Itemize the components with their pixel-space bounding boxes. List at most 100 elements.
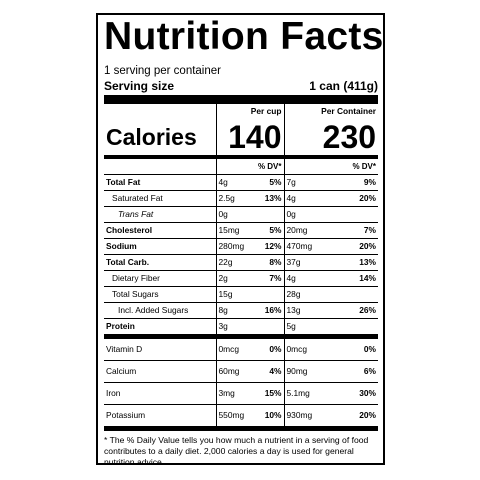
- per-container-amount: 90mg: [283, 360, 324, 383]
- per-cup-dv: [252, 318, 284, 335]
- dv-header-cup: % DV*: [215, 159, 284, 175]
- per-cup-amount: 22g: [215, 254, 252, 271]
- nutrient-name: Sodium: [104, 238, 216, 255]
- nutrient-name: Trans Fat: [104, 206, 216, 223]
- per-container-amount: 5g: [283, 318, 324, 335]
- per-cup-dv: 15%: [252, 382, 284, 405]
- per-cup-dv: 8%: [252, 254, 284, 271]
- per-container-dv: 14%: [324, 270, 378, 287]
- per-container-dv: 26%: [324, 302, 378, 319]
- per-cup-amount: 0mcg: [215, 339, 252, 361]
- vitamin-name: Iron: [104, 382, 216, 405]
- serving-size-label: Serving size: [104, 79, 175, 93]
- medium-divider: [104, 155, 378, 159]
- vitamin-row: Iron 3mg 15% 5.1mg 30%: [104, 382, 378, 405]
- per-container-amount: 37g: [283, 254, 324, 271]
- per-cup-dv: 10%: [252, 404, 284, 427]
- vitamin-row: Calcium 60mg 4% 90mg 6%: [104, 360, 378, 383]
- nutrient-row: Saturated Fat 2.5g 13% 4g 20%: [104, 190, 378, 207]
- per-container-dv: 20%: [324, 238, 378, 255]
- dv-header-row: % DV* % DV*: [104, 159, 378, 175]
- nutrient-row: Cholesterol 15mg 5% 20mg 7%: [104, 222, 378, 239]
- per-container-amount: 470mg: [283, 238, 324, 255]
- nutrition-table: Per cup Per Container Calories 140 230: [104, 104, 379, 155]
- calories-per-cup: 140: [215, 119, 285, 155]
- serving-size-value: 1 can (411g): [309, 79, 378, 93]
- per-container-amount: 0mcg: [283, 339, 324, 361]
- per-container-dv: 6%: [324, 360, 378, 383]
- calories-label: Calories: [106, 123, 197, 150]
- vitamin-name: Potassium: [104, 404, 216, 427]
- per-cup-dv: [252, 206, 284, 223]
- per-container-dv: 20%: [324, 190, 378, 207]
- per-container-amount: 4g: [283, 270, 324, 287]
- per-cup-amount: 60mg: [215, 360, 252, 383]
- nutrient-table: % DV* % DV* Total Fat 4g 5% 7g 9% Saturated F…: [104, 159, 378, 335]
- per-container-header: Per Container: [283, 104, 379, 119]
- calories-row: Calories 140 230: [104, 119, 379, 155]
- per-cup-dv: 12%: [252, 238, 284, 255]
- per-cup-amount: 3mg: [215, 382, 252, 405]
- nutrient-row: Total Carb. 22g 8% 37g 13%: [104, 254, 378, 271]
- per-container-dv: 20%: [324, 404, 378, 427]
- per-cup-amount: 0g: [215, 206, 252, 223]
- nutrition-facts-label: Nutrition Facts 1 serving per container …: [96, 13, 385, 467]
- nutrient-name: Protein: [104, 318, 216, 335]
- per-container-amount: 4g: [283, 190, 324, 207]
- per-container-amount: 13g: [283, 302, 324, 319]
- per-container-dv: 30%: [324, 382, 378, 405]
- per-cup-amount: 550mg: [215, 404, 252, 427]
- nutrient-row: Trans Fat 0g 0g: [104, 206, 378, 223]
- nutrient-row: Sodium 280mg 12% 470mg 20%: [104, 238, 378, 255]
- per-cup-amount: 8g: [215, 302, 252, 319]
- nutrient-name: Dietary Fiber: [104, 270, 216, 287]
- per-cup-amount: 3g: [215, 318, 252, 335]
- protein-divider: [104, 335, 378, 339]
- footnote-divider: [104, 427, 378, 431]
- per-container-amount: 0g: [283, 206, 324, 223]
- per-container-dv: 7%: [324, 222, 378, 239]
- nutrient-name: Total Carb.: [104, 254, 216, 271]
- footnote: * The % Daily Value tells you how much a…: [104, 435, 369, 467]
- per-cup-amount: 280mg: [215, 238, 252, 255]
- dv-header-container: % DV*: [283, 159, 378, 175]
- serving-size-row: Serving size 1 can (411g): [104, 79, 378, 93]
- servings-per-container: 1 serving per container: [104, 65, 221, 77]
- vitamin-table: Vitamin D 0mcg 0% 0mcg 0% Calcium 60mg 4% 90mg 6%…: [104, 339, 378, 427]
- column-header-row: Per cup Per Container: [104, 104, 379, 119]
- per-container-amount: 5.1mg: [283, 382, 324, 405]
- per-container-dv: 9%: [324, 174, 378, 191]
- nutrient-row: Dietary Fiber 2g 7% 4g 14%: [104, 270, 378, 287]
- per-cup-amount: 15mg: [215, 222, 252, 239]
- per-container-amount: 7g: [283, 174, 324, 191]
- per-cup-dv: 5%: [252, 222, 284, 239]
- per-cup-amount: 4g: [215, 174, 252, 191]
- nutrient-row: Total Fat 4g 5% 7g 9%: [104, 174, 378, 191]
- per-cup-dv: 5%: [252, 174, 284, 191]
- label-title: Nutrition Facts: [104, 15, 384, 58]
- per-container-dv: [324, 286, 378, 303]
- per-container-amount: 20mg: [283, 222, 324, 239]
- per-cup-dv: [252, 286, 284, 303]
- per-container-amount: 28g: [283, 286, 324, 303]
- nutrient-name: Saturated Fat: [104, 190, 216, 207]
- nutrient-name: Total Sugars: [104, 286, 216, 303]
- vitamin-name: Vitamin D: [104, 339, 216, 361]
- per-container-dv: 13%: [324, 254, 378, 271]
- per-container-dv: [324, 318, 378, 335]
- thick-divider: [104, 95, 378, 104]
- per-cup-dv: 4%: [252, 360, 284, 383]
- per-container-dv: [324, 206, 378, 223]
- per-cup-amount: 2g: [215, 270, 252, 287]
- nutrient-row: Total Sugars 15g 28g: [104, 286, 378, 303]
- per-cup-dv: 7%: [252, 270, 284, 287]
- per-cup-dv: 0%: [252, 339, 284, 361]
- per-cup-amount: 2.5g: [215, 190, 252, 207]
- nutrient-name: Cholesterol: [104, 222, 216, 239]
- vitamin-row: Potassium 550mg 10% 930mg 20%: [104, 404, 378, 427]
- per-cup-dv: 13%: [252, 190, 284, 207]
- per-cup-amount: 15g: [215, 286, 252, 303]
- per-cup-header: Per cup: [215, 104, 285, 119]
- per-cup-dv: 16%: [252, 302, 284, 319]
- vitamin-row: Vitamin D 0mcg 0% 0mcg 0%: [104, 339, 378, 361]
